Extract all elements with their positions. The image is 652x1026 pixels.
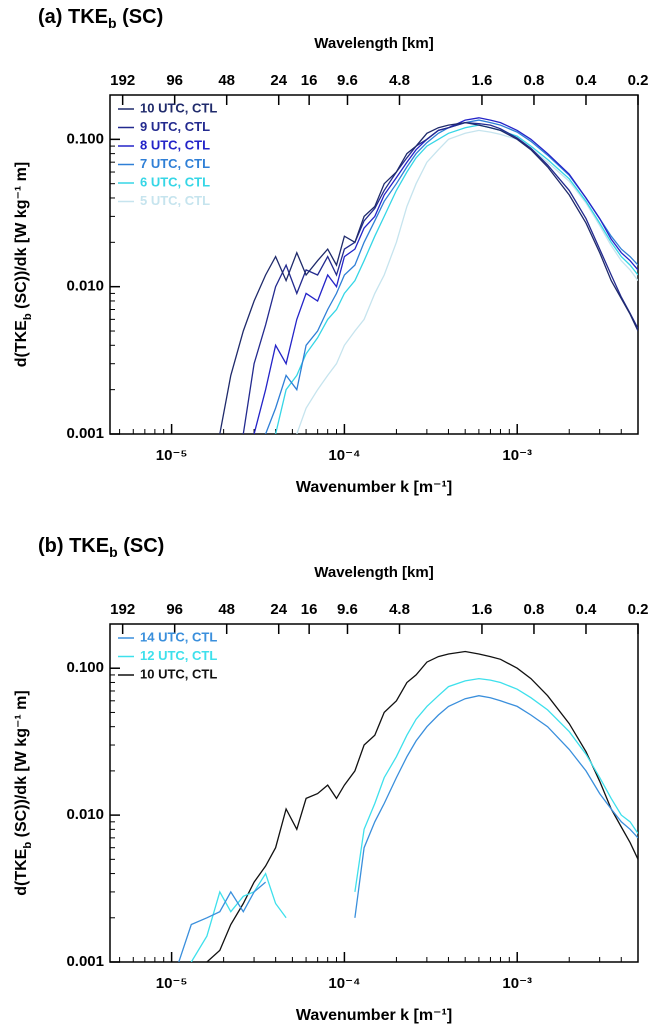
- text-part: b: [109, 544, 118, 560]
- x-tick-label: 10⁻⁴: [328, 447, 360, 464]
- y-tick-label: 0.001: [66, 425, 104, 442]
- series-line: [190, 677, 638, 962]
- x2-tick-label: 16: [301, 601, 318, 618]
- chart-title: (a) TKEb (SC): [38, 6, 163, 30]
- series-line: [253, 117, 638, 434]
- legend-label: 5 UTC, CTL: [140, 193, 210, 208]
- plot-frame: [109, 623, 639, 963]
- x2-tick-label: 0.8: [524, 601, 545, 618]
- y-tick-label: 0.010: [66, 806, 104, 823]
- x-tick-label: 10⁻³: [502, 447, 532, 464]
- x-tick-label: 10⁻⁵: [156, 447, 188, 464]
- legend-label: 10 UTC, CTL: [140, 100, 217, 115]
- chart-title: (b) TKEb (SC): [38, 535, 164, 559]
- x2-tick-label: 96: [166, 72, 183, 89]
- x2-axis-label: Wavelength [km]: [314, 35, 433, 52]
- y-tick-label: 0.100: [66, 659, 104, 676]
- x2-tick-label: 0.8: [524, 72, 545, 89]
- text-part: b: [108, 15, 117, 31]
- panel: (a) TKEb (SC)d(TKEb (SC))/dk [W kg⁻¹ m]W…: [13, 6, 648, 496]
- x-axis-label: Wavenumber k [m⁻¹]: [296, 1007, 452, 1024]
- text-part: b: [22, 313, 34, 320]
- series-line: [274, 124, 638, 434]
- x2-tick-label: 0.2: [628, 601, 649, 618]
- x2-tick-label: 4.8: [389, 601, 410, 618]
- x2-tick-label: 4.8: [389, 72, 410, 89]
- x2-tick-label: 0.4: [576, 72, 598, 89]
- text-part: b: [22, 842, 34, 849]
- x2-tick-label: 0.2: [628, 72, 649, 89]
- x2-tick-label: 48: [218, 601, 235, 618]
- y-axis-label: d(TKEb (SC))/dk [W kg⁻¹ m]: [13, 162, 34, 368]
- text-part: d(TKE: [13, 320, 30, 367]
- x2-axis-label: Wavelength [km]: [314, 564, 433, 581]
- y-tick-label: 0.010: [66, 278, 104, 295]
- legend-label: 7 UTC, CTL: [140, 156, 210, 171]
- x-axis-label: Wavenumber k [m⁻¹]: [296, 479, 452, 496]
- legend-label: 6 UTC, CTL: [140, 174, 210, 189]
- legend-label: 12 UTC, CTL: [140, 648, 217, 663]
- x2-tick-label: 192: [110, 72, 135, 89]
- text-part: (SC))/dk [W kg⁻¹ m]: [13, 690, 30, 842]
- text-part: (SC): [117, 6, 164, 28]
- y-tick-label: 0.001: [66, 953, 104, 970]
- text-part: (b) TKE: [38, 535, 109, 557]
- y-tick-label: 0.100: [66, 130, 104, 147]
- x-tick-label: 10⁻⁵: [156, 975, 188, 992]
- series-line: [264, 119, 638, 434]
- x2-tick-label: 96: [166, 601, 183, 618]
- x-tick-label: 10⁻³: [502, 975, 532, 992]
- x2-tick-label: 16: [301, 72, 318, 89]
- text-part: (SC): [118, 535, 165, 557]
- panel: (b) TKEb (SC)d(TKEb (SC))/dk [W kg⁻¹ m]W…: [13, 535, 648, 1024]
- x2-tick-label: 0.4: [576, 601, 598, 618]
- x2-tick-label: 192: [110, 601, 135, 618]
- text-part: d(TKE: [13, 848, 30, 895]
- x2-tick-label: 9.6: [337, 72, 358, 89]
- x2-tick-label: 1.6: [472, 72, 493, 89]
- series-line: [219, 121, 638, 434]
- text-part: (a) TKE: [38, 6, 108, 28]
- legend-label: 9 UTC, CTL: [140, 119, 210, 134]
- x2-tick-label: 48: [218, 72, 235, 89]
- series-line: [206, 650, 638, 962]
- legend-label: 8 UTC, CTL: [140, 137, 210, 152]
- x-tick-label: 10⁻⁴: [328, 975, 360, 992]
- x2-tick-label: 9.6: [337, 601, 358, 618]
- x2-tick-label: 24: [270, 601, 287, 618]
- series-line: [178, 695, 638, 962]
- series-line: [296, 129, 638, 434]
- text-part: (SC))/dk [W kg⁻¹ m]: [13, 162, 30, 314]
- legend-label: 10 UTC, CTL: [140, 666, 217, 681]
- legend-label: 14 UTC, CTL: [140, 629, 217, 644]
- y-axis-label: d(TKEb (SC))/dk [W kg⁻¹ m]: [13, 690, 34, 896]
- x2-tick-label: 24: [270, 72, 287, 89]
- x2-tick-label: 1.6: [472, 601, 493, 618]
- series-line: [242, 121, 638, 434]
